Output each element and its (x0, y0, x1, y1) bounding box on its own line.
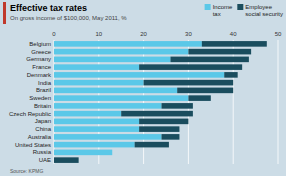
category-label: Belgium (29, 41, 51, 47)
bar (139, 119, 188, 125)
bars (54, 41, 267, 163)
bar (139, 126, 179, 132)
bar (202, 41, 267, 47)
x-axis: 0 10 20 30 40 50 (52, 31, 282, 164)
legend-label: Employeesocial security (245, 4, 283, 17)
category-label: Brazil (36, 87, 51, 93)
tick-label: 30 (185, 31, 192, 37)
category-label: China (35, 126, 51, 132)
tick-label: 20 (140, 31, 147, 37)
bar (54, 103, 162, 109)
category-label: Russia (33, 149, 52, 155)
category-label: Britain (34, 103, 51, 109)
tick-label: 40 (230, 31, 237, 37)
bar (139, 64, 242, 70)
bar (54, 49, 188, 55)
bar (54, 142, 135, 148)
bar (54, 80, 144, 86)
legend-label: Incometax (213, 4, 233, 17)
bar (54, 88, 177, 94)
legend-label-line: Employee (245, 4, 272, 10)
subtitle: On gross income of $100,000, May 2011, % (10, 15, 127, 21)
source: Source: KPMG (10, 168, 43, 174)
y-axis: BelgiumGreeceGermanyFranceDenmarkIndiaBr… (9, 41, 52, 163)
tick-label: 10 (95, 31, 102, 37)
bar (54, 134, 162, 140)
bar (170, 57, 248, 63)
title-accent (3, 2, 6, 24)
category-label: Australia (28, 134, 52, 140)
bar (144, 80, 234, 86)
legend-item: Incometax (205, 4, 233, 17)
bar (162, 103, 193, 109)
legend-swatch (237, 4, 243, 10)
bar (121, 111, 193, 117)
legend-item: Employeesocial security (237, 4, 283, 17)
bar (54, 126, 139, 132)
category-label: Denmark (27, 72, 52, 78)
category-label: France (32, 64, 51, 70)
legend-label-line: tax (213, 11, 221, 17)
legend-label-line: Income (213, 4, 233, 10)
bar (188, 95, 210, 101)
bar (54, 95, 188, 101)
bar (54, 150, 112, 156)
chart: Effective tax rates On gross income of $1… (0, 0, 286, 176)
grid-line (278, 40, 279, 164)
category-label: Czech Republic (9, 111, 51, 117)
category-label: Greece (31, 49, 51, 55)
bar (162, 134, 180, 140)
category-label: Japan (35, 118, 51, 124)
bar (54, 57, 170, 63)
bar (135, 142, 169, 148)
category-label: India (38, 80, 52, 86)
bar (112, 150, 113, 156)
bar (224, 72, 237, 78)
category-label: United States (15, 142, 51, 148)
bar (54, 72, 224, 78)
tick-label: 0 (52, 31, 56, 37)
category-label: Germany (26, 56, 51, 62)
series (54, 41, 267, 163)
legend-swatch (205, 4, 211, 10)
category-label: Sweden (29, 95, 51, 101)
bar (54, 157, 79, 163)
tick-label: 50 (275, 31, 282, 37)
legend: Incometax Employeesocial security (205, 4, 283, 17)
title: Effective tax rates (10, 3, 87, 13)
legend-label-line: social security (245, 11, 283, 17)
category-label: UAE (39, 157, 51, 163)
bar (54, 64, 139, 70)
bar (54, 111, 121, 117)
bar (54, 119, 139, 125)
bar (54, 41, 202, 47)
bar (177, 88, 233, 94)
bar (188, 49, 251, 55)
